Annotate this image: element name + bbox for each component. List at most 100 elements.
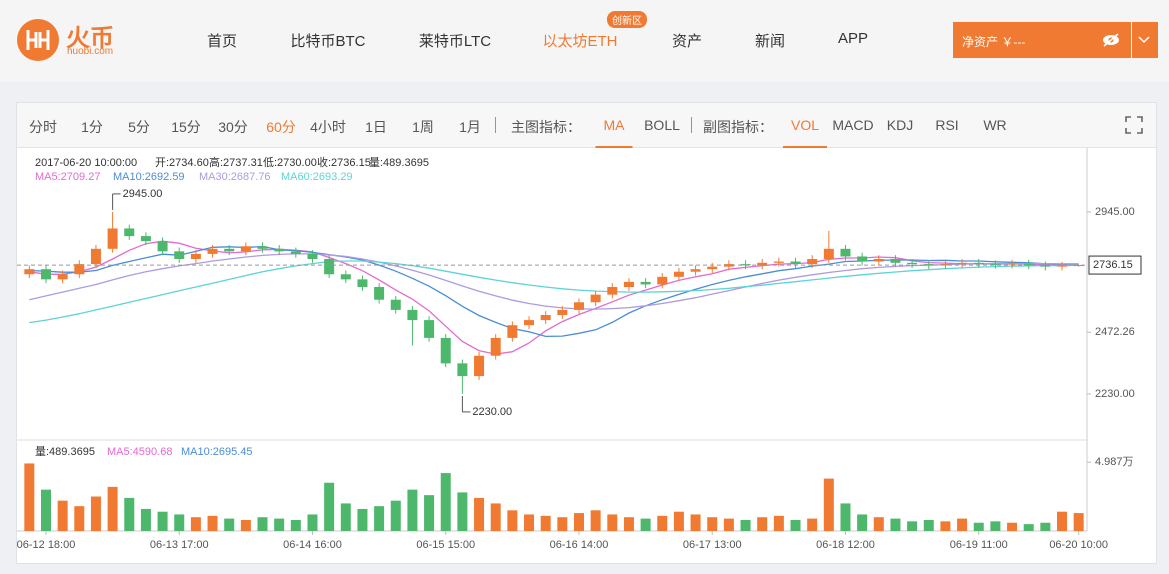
legend-entry: MA60:2693.29 [281,171,353,183]
nav-link[interactable]: 以太坊ETH [542,33,618,50]
account-text: 净资产 ￥--- [962,35,1026,49]
candle-body [524,320,535,326]
toolbar-item[interactable]: KDJ [886,117,914,133]
info-text: 量:489.3695 [369,156,429,169]
ma-line [29,260,1079,324]
volume-bar [157,511,168,531]
volume-legend: 量:489.3695 [35,445,95,458]
volume-bar [174,514,185,531]
candle-body [540,315,551,321]
candle-body [390,299,401,310]
toolbar-item[interactable]: VOL [782,117,828,148]
toolbar: 分时 1分 5分 15分 30分 60分 4小时 1日 1周 1月 主图指标： MA BOLL 副图指标：… [17,103,1156,148]
logo-icon[interactable] [16,18,60,62]
nav-link[interactable]: 首页 [206,33,238,50]
volume-bar [657,515,668,531]
logo-text[interactable]: 火币 [66,25,114,52]
last-price-label: 2736.15 [1093,259,1133,271]
toolbar-item[interactable]: 15分 [171,119,201,135]
volume-bar [907,521,918,531]
candle-body [957,262,968,265]
volume-bar [274,518,285,531]
volume-bar [923,519,934,531]
candle-body [823,248,834,259]
volume-bar [407,489,418,531]
eye-icon[interactable] [1101,32,1121,48]
volume-bar [74,506,85,531]
candle-body [324,258,335,275]
toolbar-item[interactable]: 5分 [128,119,150,135]
ma-line [29,240,1079,355]
nav-link[interactable]: 新闻 [754,33,786,50]
info-text: 高:2737.31 [209,155,263,169]
toolbar-item[interactable]: 1日 [365,119,387,135]
toolbar-item[interactable]: 1周 [412,119,434,135]
volume-bar [1007,522,1018,531]
volume-bar [307,514,318,531]
volume-bar [957,518,968,531]
separator [691,117,692,133]
x-tick-label: 06-14 16:00 [283,539,342,551]
volume-bar [773,515,784,531]
candle-body [74,264,85,275]
volume-bar [57,500,68,531]
y-tick-label: 2472.26 [1095,326,1135,338]
toolbar-item[interactable]: MA [595,117,633,148]
nav-link[interactable]: APP [837,30,869,47]
candle-body [174,251,185,259]
volume-bar [257,517,268,531]
volume-bar [40,489,51,531]
toolbar-item[interactable]: 1月 [459,119,481,135]
volume-bar [224,518,235,531]
y-tick-label: 4.987万 [1095,456,1134,468]
candle-body [140,236,151,242]
volume-bar [507,510,518,531]
toolbar-item[interactable]: 1分 [81,119,103,135]
candle-body [723,264,734,267]
y-tick-label: 2230.00 [1095,388,1135,400]
candle-body [807,258,818,265]
candle-body [90,248,101,265]
nav-link[interactable]: 资产 [671,33,703,50]
account-button[interactable]: 净资产 ￥--- [953,22,1158,58]
candle-body [1073,265,1084,267]
candle-body [773,261,784,263]
toolbar-item[interactable]: 30分 [218,119,248,135]
nav-link[interactable]: 莱特币LTC [418,33,492,50]
toolbar-item[interactable]: RSI [935,117,959,133]
candle-body [440,337,451,364]
volume-bar [740,519,751,531]
toolbar-item[interactable]: 分时 [29,119,57,135]
volume-bar [790,519,801,531]
volume-bar [590,510,601,531]
volume-bar [374,506,385,531]
fullscreen-icon[interactable] [1125,116,1143,134]
volume-bar [340,503,351,531]
volume-bar [190,517,201,531]
volume-bar [707,517,718,531]
nav-link[interactable]: 比特币BTC [290,33,366,50]
x-tick-label: 06-12 18:00 [17,539,75,551]
volume-bar [990,521,1001,531]
toolbar-item[interactable]: BOLL [644,117,680,133]
toolbar-item[interactable]: 60分 [266,119,296,135]
toolbar-item[interactable]: 4小时 [310,119,346,135]
dropdown-arrow[interactable] [1138,36,1150,44]
candle-body [690,269,701,272]
volume-bar [690,514,701,531]
toolbar-item[interactable]: MACD [832,117,874,133]
candle-body [374,286,385,300]
toolbar-item: 副图指标： [703,119,773,135]
candle-body [257,246,268,249]
candle-body [424,320,435,338]
info-text: 收:2736.15 [317,155,371,169]
candle-body [973,262,984,265]
candle-body [490,337,501,356]
ma-line [29,253,1079,310]
candle-body [40,269,51,280]
info-text: 低:2730.00 [263,156,317,169]
volume-bar [440,473,451,531]
annotation-label: 2945.00 [123,188,163,200]
toolbar-item[interactable]: WR [983,117,1007,133]
volume-bar [457,492,468,531]
